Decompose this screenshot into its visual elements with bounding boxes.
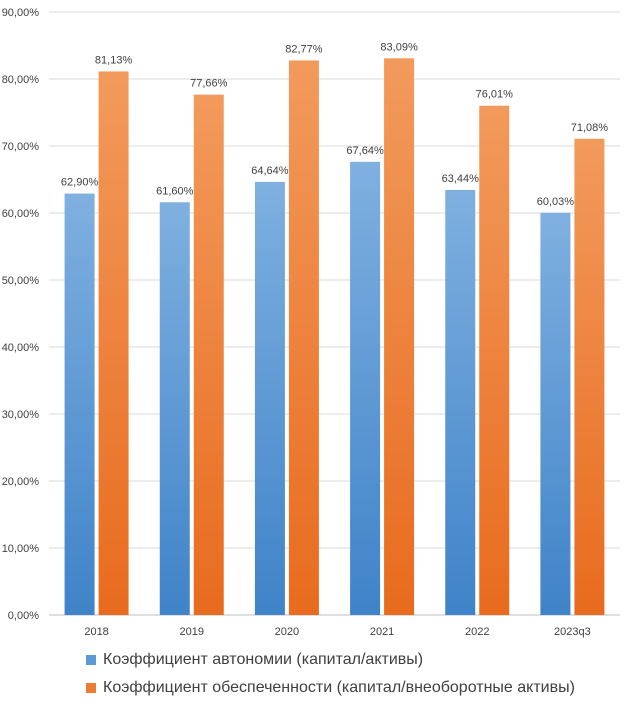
y-tick-label: 10,00% bbox=[2, 543, 40, 555]
x-tick-label: 2019 bbox=[180, 626, 204, 638]
data-label-provision: 82,77% bbox=[285, 43, 323, 55]
y-tick-label: 70,00% bbox=[2, 141, 40, 153]
x-tick-label: 2023q3 bbox=[554, 626, 591, 638]
data-label-autonomy: 62,90% bbox=[61, 177, 99, 189]
legend-label-provision: Коэффициент обеспеченности (капитал/внео… bbox=[103, 679, 575, 696]
bar-provision bbox=[193, 94, 224, 616]
legend-swatch-provision bbox=[86, 683, 96, 693]
legend: Коэффициент автономии (капитал/активы) К… bbox=[86, 646, 575, 702]
legend-item-autonomy: Коэффициент автономии (капитал/активы) bbox=[86, 646, 575, 674]
bar-autonomy bbox=[350, 161, 381, 615]
bar-provision bbox=[574, 138, 605, 615]
y-tick-label: 90,00% bbox=[2, 7, 40, 19]
bar-provision bbox=[288, 60, 319, 616]
data-label-provision: 76,01% bbox=[476, 89, 514, 101]
bar-provision bbox=[384, 58, 415, 616]
legend-item-provision: Коэффициент обеспеченности (капитал/внео… bbox=[86, 674, 575, 702]
y-tick-label: 30,00% bbox=[2, 409, 40, 421]
legend-label-autonomy: Коэффициент автономии (капитал/активы) bbox=[103, 651, 424, 668]
gridlines bbox=[49, 11, 620, 616]
bar-autonomy bbox=[540, 212, 571, 615]
bars bbox=[64, 58, 605, 616]
y-tick-label: 80,00% bbox=[2, 74, 40, 86]
data-label-autonomy: 60,03% bbox=[537, 196, 575, 208]
y-tick-label: 20,00% bbox=[2, 476, 40, 488]
y-tick-label: 50,00% bbox=[2, 275, 40, 287]
bar-autonomy bbox=[254, 181, 285, 616]
data-labels: 62,90% 81,13% 61,60% 77,66% 64,64% 82,77% 67,6… bbox=[61, 41, 608, 208]
data-label-autonomy: 63,44% bbox=[442, 173, 480, 185]
y-tick-label: 0,00% bbox=[8, 610, 39, 622]
bar-autonomy bbox=[159, 202, 190, 615]
y-tick-label: 60,00% bbox=[2, 208, 40, 220]
x-tick-label: 2022 bbox=[465, 626, 489, 638]
data-label-autonomy: 67,64% bbox=[346, 145, 384, 157]
x-tick-label: 2018 bbox=[84, 626, 108, 638]
bar-provision bbox=[479, 105, 510, 615]
y-axis-ticks: 0,00% 10,00% 20,00% 30,00% 40,00% 50,00% 60,00… bbox=[2, 7, 40, 622]
bar-autonomy bbox=[445, 189, 476, 615]
data-label-provision: 77,66% bbox=[190, 78, 228, 90]
bar-provision bbox=[98, 71, 129, 615]
data-label-autonomy: 61,60% bbox=[156, 185, 194, 197]
x-axis-ticks: 2018 2019 2020 2021 2022 2023q3 bbox=[84, 626, 590, 638]
data-label-provision: 71,08% bbox=[571, 122, 609, 134]
legend-swatch-autonomy bbox=[86, 655, 96, 665]
bar-autonomy bbox=[64, 193, 95, 615]
data-label-autonomy: 64,64% bbox=[251, 165, 289, 177]
x-tick-label: 2021 bbox=[370, 626, 394, 638]
data-label-provision: 81,13% bbox=[95, 54, 133, 66]
x-tick-label: 2020 bbox=[275, 626, 299, 638]
y-tick-label: 40,00% bbox=[2, 342, 40, 354]
data-label-provision: 83,09% bbox=[380, 41, 418, 53]
